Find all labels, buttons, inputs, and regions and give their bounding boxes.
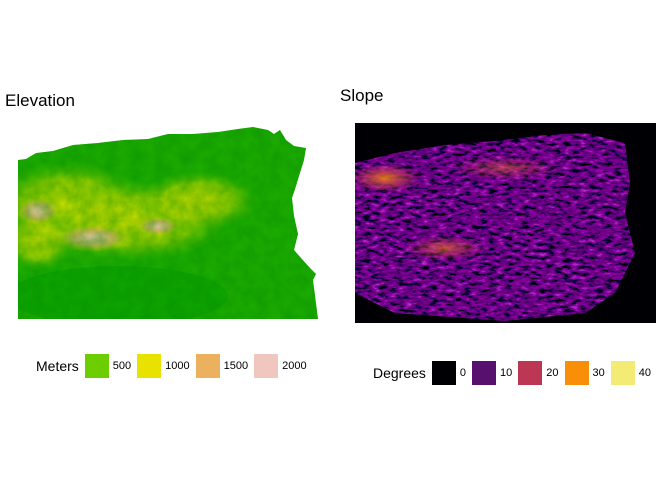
slope-legend: Degrees 0 10 20 30 40	[373, 361, 657, 385]
legend-key: 20	[518, 361, 559, 385]
legend-swatch	[518, 361, 543, 385]
legend-swatch	[254, 354, 279, 378]
legend-swatch	[564, 361, 589, 385]
legend-key-label: 2000	[282, 360, 307, 372]
legend-swatch	[195, 354, 220, 378]
legend-swatch	[431, 361, 456, 385]
legend-swatch	[472, 361, 497, 385]
slope-panel-title: Slope	[340, 86, 384, 105]
legend-key-label: 30	[592, 367, 605, 379]
elevation-legend-title: Meters	[36, 358, 79, 374]
legend-key-label: 500	[112, 360, 132, 372]
legend-key: 1000	[137, 354, 190, 378]
legend-key: 30	[564, 361, 605, 385]
legend-swatch	[610, 361, 635, 385]
elevation-map	[18, 127, 318, 319]
legend-key: 1500	[195, 354, 249, 378]
legend-key: 10	[472, 361, 512, 385]
slope-map	[355, 123, 656, 323]
legend-key-label: 20	[546, 367, 559, 379]
legend-swatch	[84, 354, 109, 378]
legend-key-label: 40	[638, 367, 652, 379]
legend-key-label: 10	[500, 367, 513, 379]
legend-key-label: 0	[459, 367, 467, 379]
slope-legend-title: Degrees	[373, 365, 426, 381]
legend-key-label: 1500	[223, 360, 249, 372]
legend-key: 500	[84, 354, 132, 378]
elevation-panel-title: Elevation	[5, 91, 75, 110]
legend-key: 0	[431, 361, 467, 385]
legend-key-label: 1000	[165, 360, 190, 372]
legend-key: 2000	[254, 354, 307, 378]
elevation-legend: Meters 500 1000 1500 2000	[36, 354, 313, 378]
legend-key: 40	[610, 361, 652, 385]
legend-swatch	[137, 354, 162, 378]
